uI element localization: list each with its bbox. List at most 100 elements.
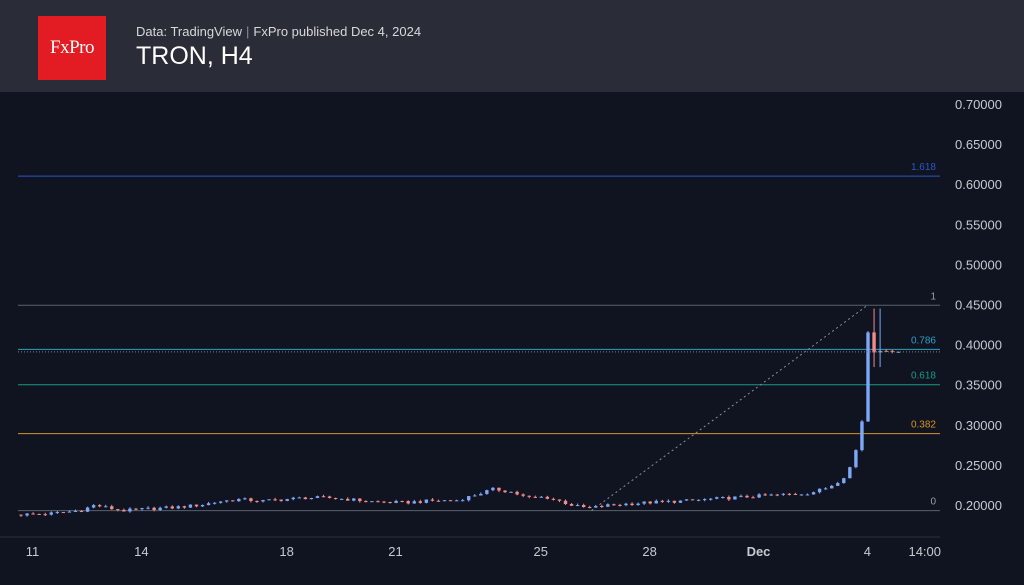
candle-body: [279, 499, 283, 501]
candle-body: [787, 493, 792, 495]
candle-body: [79, 511, 84, 513]
chart-header: FxPro Data: TradingView | FxPro published …: [0, 0, 1024, 92]
candle-body: [237, 499, 241, 502]
chart-meta: Data: TradingView | FxPro published Dec 4,…: [136, 24, 421, 39]
candle-body: [249, 498, 253, 501]
candle-body: [267, 499, 271, 501]
candle-body: [757, 494, 761, 498]
candle-body: [218, 501, 223, 503]
candle-body: [836, 483, 840, 486]
candle-body: [25, 513, 29, 516]
candle-body: [848, 467, 852, 479]
candle-body: [225, 500, 229, 502]
candle-body: [376, 501, 380, 503]
candle-body: [448, 500, 453, 502]
candle-body: [400, 500, 404, 502]
price-chart: 1.618 1 0.786 0.618 0.382 0 0.70000 0.65000 0.6…: [0, 92, 1024, 585]
candle-body: [176, 506, 181, 509]
candle-body: [630, 503, 634, 506]
candle-body: [303, 497, 308, 500]
fib-level-label: 1.618: [911, 162, 936, 173]
candle-body: [775, 494, 779, 496]
candle-body: [261, 499, 265, 502]
candle-body: [255, 500, 259, 502]
candle-body: [388, 502, 392, 504]
candle-body: [485, 490, 489, 494]
x-tick-label: 21: [388, 544, 402, 559]
candle-body: [473, 495, 477, 497]
candle-body: [721, 497, 725, 499]
candle-body: [793, 493, 798, 495]
y-axis: 0.70000 0.65000 0.60000 0.55000 0.50000 0.450…: [955, 97, 1002, 513]
candle-body: [491, 487, 495, 491]
candle-body: [49, 512, 53, 515]
candle-body: [854, 450, 858, 468]
candle-body: [557, 499, 562, 501]
candle-body: [134, 508, 138, 510]
x-axis: 11 14 18 21 25 28 Dec 4 14:00: [26, 544, 941, 559]
candle-body: [715, 497, 719, 499]
candle-body: [817, 488, 822, 493]
candle-body: [297, 497, 302, 499]
candle-body: [636, 503, 640, 506]
candle-body: [339, 498, 344, 500]
candle-body: [896, 351, 900, 353]
candle-body: [352, 498, 356, 501]
candle-body: [594, 506, 598, 508]
candle-body: [702, 499, 707, 501]
candle-body: [509, 491, 513, 493]
candle-body: [333, 498, 338, 500]
logo-text: FxPro: [50, 37, 94, 58]
candle-body: [315, 496, 320, 498]
candle-body: [709, 498, 713, 500]
candle-body: [497, 487, 501, 491]
fibonacci-levels: 1.618 1 0.786 0.618 0.382 0: [18, 162, 940, 512]
candle-body: [600, 506, 604, 508]
candle-body: [146, 507, 150, 509]
candle-body: [733, 496, 737, 500]
candle-body: [781, 493, 786, 495]
candle-body: [666, 500, 671, 502]
y-tick-label: 0.60000: [955, 177, 1002, 192]
fxpro-logo: FxPro: [38, 16, 106, 80]
x-tick-label: 4: [864, 544, 871, 559]
candle-body: [37, 513, 41, 515]
candle-body: [61, 512, 66, 514]
candle-body: [231, 500, 235, 502]
candle-body: [128, 508, 132, 512]
candle-body: [696, 499, 701, 501]
candle-body: [606, 504, 610, 507]
candle-body: [805, 494, 810, 496]
candle-body: [370, 501, 374, 503]
candle-body: [545, 496, 550, 499]
y-tick-label: 0.55000: [955, 217, 1002, 232]
candle-body: [745, 495, 749, 498]
candle-body: [158, 507, 162, 511]
candle-body: [442, 500, 447, 502]
candle-body: [243, 498, 247, 500]
meta-separator: |: [246, 24, 250, 39]
candle-body: [116, 509, 120, 511]
y-tick-label: 0.40000: [955, 338, 1002, 353]
candle-body: [31, 513, 35, 515]
candle-body: [358, 498, 362, 502]
candle-body: [346, 498, 350, 501]
y-tick-label: 0.70000: [955, 97, 1002, 112]
candle-body: [170, 506, 174, 509]
candle-body: [648, 501, 652, 504]
x-tick-label: 14: [134, 544, 148, 559]
candle-body: [727, 497, 731, 500]
candle-body: [430, 499, 435, 501]
candle-body: [467, 496, 471, 501]
candle-body: [364, 501, 368, 503]
candle-body: [551, 498, 556, 500]
candle-body: [194, 504, 199, 507]
candle-body: [763, 494, 767, 496]
chart-background: [0, 92, 1024, 585]
y-tick-label: 0.25000: [955, 458, 1002, 473]
candle-body: [654, 500, 658, 504]
candle-body: [321, 496, 326, 498]
candle-body: [206, 503, 211, 506]
candle-body: [690, 499, 695, 501]
trend-line-layer: [591, 304, 868, 512]
